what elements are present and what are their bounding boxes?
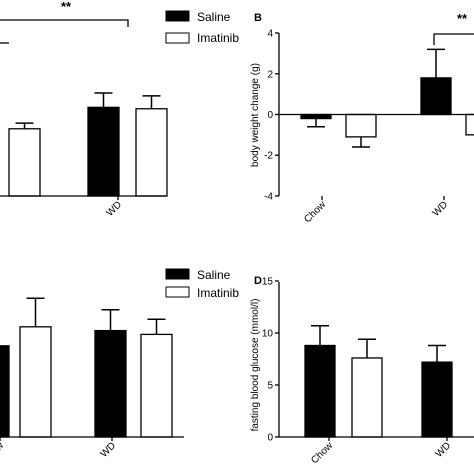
panel-a-significance-bracket (0, 19, 129, 27)
panel-b-bar-wd-saline (420, 77, 452, 116)
panel-c-bar-ow-saline (0, 345, 10, 438)
panel-c-bar-wd-imatinib (140, 333, 173, 438)
panel-c-bar-wd-saline (94, 329, 127, 438)
panel-b-bar-chow-imatinib (345, 113, 377, 138)
panel-d-y-tick-label: 10 (262, 329, 274, 340)
panel-d-letter: D (254, 275, 262, 287)
panel-d-y-axis-label: fasting blood glucose (mmol/l) (250, 299, 261, 432)
panel-b-error-bar-chow-imatinib (352, 136, 370, 148)
legend-bottom-imatinib-swatch (165, 286, 190, 298)
panel-d-y-tick-label: 15 (262, 277, 274, 288)
panel-c-x-tick-label: ow (0, 440, 7, 457)
panel-d-bar-chow-imatinib (351, 357, 383, 438)
panel-b-bar-wd-imatinib (465, 113, 474, 136)
panel-b-significance-bracket (433, 33, 474, 45)
legend-top-saline-label: Saline (197, 10, 231, 24)
panel-d-bar-chow-saline (304, 344, 336, 438)
panel-c-x-tick-label: WD (99, 440, 119, 460)
panel-c-error-bar-wd-saline (101, 308, 120, 331)
panel-b-y-tick-label: 4 (267, 29, 273, 40)
panel-d-error-bar-chow-saline (311, 324, 329, 346)
panel-a-significance: ** (61, 0, 72, 14)
panel-b-error-bar-wd-saline (427, 48, 445, 78)
panel-b-x-tick-label: WD (431, 199, 451, 219)
panel-d-error-bar-chow-imatinib (358, 338, 376, 358)
panel-c-bar-ow-imatinib (19, 326, 52, 438)
panel-b-x-tick-label: Chow (302, 199, 328, 225)
panel-d-error-bar-wd-saline (428, 344, 446, 363)
panel-d-y-tick-label: 5 (267, 381, 273, 392)
legend-top-imatinib-swatch (165, 32, 190, 44)
legend-top: Saline Imatinib (165, 10, 239, 45)
panel-b-y-tick-label: -4 (264, 192, 273, 203)
panel-d-bar-wd-saline (421, 361, 453, 438)
panel-b-significance: ** (457, 11, 468, 26)
legend-bottom-imatinib-label: Imatinib (197, 286, 239, 300)
panel-a: WD ** (0, 0, 168, 219)
legend-bottom-saline-label: Saline (197, 268, 231, 282)
panel-b-y-tick-label: 2 (267, 69, 273, 80)
panel-a-bar-wd-saline (87, 106, 120, 197)
panel-c: ow WD (0, 297, 184, 460)
panel-a-bar-group0-imatinib (8, 128, 41, 197)
panel-c-error-bar-wd-imatinib (147, 318, 166, 335)
panel-a-x-tick-label: WD (105, 199, 125, 219)
panel-b-y-axis-label: body weight change (g) (250, 63, 261, 167)
legend-top-saline-swatch (165, 10, 190, 22)
panel-a-bar-wd-imatinib (135, 108, 168, 197)
panel-b-y-tick-label: 0 (267, 110, 273, 121)
panel-d-x-tick-label: WD (434, 440, 454, 460)
panel-d-x-tick-label: Chow (309, 440, 335, 466)
panel-d: D fasting blood glucose (mmol/l) 051015 … (250, 275, 474, 466)
legend-bottom-saline-swatch (165, 268, 190, 280)
legend-top-imatinib-label: Imatinib (197, 31, 239, 45)
panel-b-letter: B (254, 12, 262, 24)
panel-a-error-bar-group0-imatinib (15, 122, 34, 129)
panel-b-y-tick-label: -2 (264, 151, 273, 162)
legend-bottom: Saline Imatinib (165, 268, 239, 300)
panel-c-error-bar-ow-imatinib (26, 297, 45, 327)
panel-b-error-bar-chow-saline (307, 118, 325, 128)
panel-a-error-bar-wd-saline (94, 92, 113, 108)
panel-d-y-tick-label: 0 (267, 433, 273, 444)
panel-a-error-bar-wd-imatinib (142, 95, 161, 109)
